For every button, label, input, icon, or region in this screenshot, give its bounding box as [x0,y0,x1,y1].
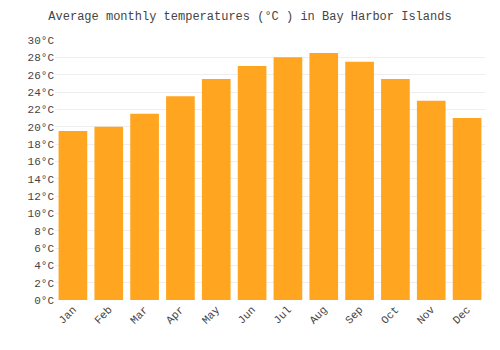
svg-text:10°C: 10°C [28,208,55,220]
svg-text:Mar: Mar [128,304,150,326]
svg-text:Apr: Apr [164,304,186,326]
svg-text:0°C: 0°C [34,295,54,307]
svg-text:16°C: 16°C [28,156,55,168]
svg-text:8°C: 8°C [34,226,54,238]
svg-text:Jun: Jun [236,304,258,326]
svg-text:14°C: 14°C [28,174,55,186]
svg-text:26°C: 26°C [28,70,55,82]
svg-text:20°C: 20°C [28,122,55,134]
svg-text:Feb: Feb [92,304,114,326]
svg-text:2°C: 2°C [34,278,54,290]
svg-text:May: May [200,304,223,327]
svg-text:24°C: 24°C [28,87,55,99]
svg-text:Oct: Oct [379,304,401,326]
svg-text:18°C: 18°C [28,139,55,151]
svg-text:4°C: 4°C [34,260,54,272]
svg-text:Aug: Aug [307,304,329,326]
svg-text:Nov: Nov [415,304,438,327]
svg-text:Sep: Sep [343,304,365,326]
svg-text:12°C: 12°C [28,191,55,203]
svg-text:28°C: 28°C [28,52,55,64]
svg-text:22°C: 22°C [28,104,55,116]
svg-text:Average monthly temperatures (: Average monthly temperatures (°C ) in Ba… [48,10,451,24]
svg-text:6°C: 6°C [34,243,54,255]
svg-text:Jul: Jul [271,304,293,326]
svg-text:30°C: 30°C [28,35,55,47]
svg-text:Jan: Jan [56,304,78,326]
svg-text:Dec: Dec [451,304,473,326]
